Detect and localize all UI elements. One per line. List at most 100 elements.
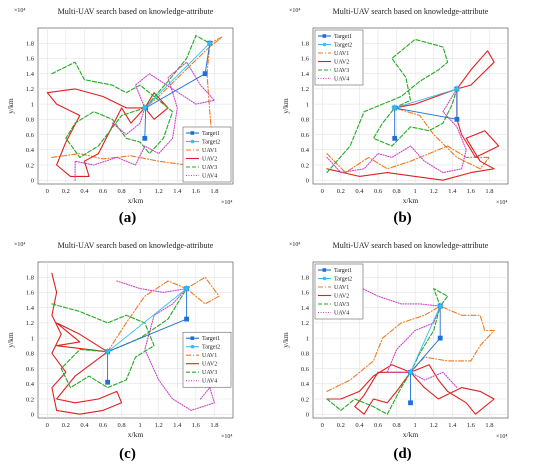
y-axis-label: y/km bbox=[281, 98, 290, 114]
legend-box bbox=[314, 263, 364, 320]
x-tick-label: 0.2 bbox=[337, 188, 345, 195]
x-tick-label: 1.6 bbox=[467, 422, 476, 429]
x-tick-label: 0.2 bbox=[62, 422, 70, 429]
x-tick-label: 0.4 bbox=[355, 188, 364, 195]
x-tick-label: 0.6 bbox=[99, 188, 108, 195]
data-point-target2 bbox=[182, 284, 191, 292]
legend-label: Target2 bbox=[334, 277, 352, 283]
panel-caption: (d) bbox=[393, 446, 411, 462]
x-tick-label: 0.8 bbox=[393, 422, 401, 429]
panel-caption: (b) bbox=[393, 210, 411, 226]
x-tick-label: 0.6 bbox=[374, 188, 383, 195]
legend-label: UAV3 bbox=[202, 165, 217, 171]
x-tick-label: 1.8 bbox=[485, 188, 493, 195]
x-tick-label: 0.8 bbox=[118, 188, 126, 195]
legend-label: Target1 bbox=[334, 34, 352, 40]
y-tick-label: 1.4 bbox=[26, 305, 35, 312]
x-axis-label: x/km bbox=[128, 196, 144, 205]
y-tick-label: 0.2 bbox=[26, 396, 34, 403]
data-point-target2 bbox=[453, 84, 461, 93]
legend-label: UAV4 bbox=[334, 77, 349, 83]
y-tick-label: 0.8 bbox=[26, 351, 34, 358]
legend-marker bbox=[190, 344, 195, 349]
y-axis-label: y/km bbox=[6, 98, 15, 114]
y-tick-label: 1.8 bbox=[301, 41, 309, 48]
x-tick-label: 0 bbox=[46, 188, 49, 195]
legend-box bbox=[182, 126, 232, 183]
data-point-target2 bbox=[436, 302, 444, 310]
y-tick-label: 0.4 bbox=[301, 381, 310, 388]
y-tick-label: 1.2 bbox=[26, 320, 34, 327]
y-tick-label: 1.2 bbox=[301, 320, 309, 327]
y-tick-label: 0 bbox=[306, 411, 309, 418]
legend-label: Target1 bbox=[202, 131, 220, 137]
data-point-target2 bbox=[390, 103, 399, 112]
chart-panel: Multi-UAV search based on knowledge-attr… bbox=[6, 7, 234, 226]
x-tick-label: 1.8 bbox=[485, 422, 493, 429]
data-point-target2 bbox=[103, 347, 112, 355]
y-tick-label: 1.8 bbox=[301, 275, 309, 282]
chart-panel: Multi-UAV search based on knowledge-attr… bbox=[6, 241, 234, 462]
x-tick-label: 0.6 bbox=[374, 422, 383, 429]
y-tick-label: 1.2 bbox=[26, 86, 34, 93]
x-tick-label: 0.8 bbox=[118, 422, 126, 429]
y-tick-label: 0.8 bbox=[301, 351, 309, 358]
x-tick-label: 1.6 bbox=[467, 188, 476, 195]
series-layer bbox=[51, 272, 220, 415]
x-tick-label: 1.2 bbox=[430, 188, 438, 195]
legend-marker bbox=[322, 42, 327, 47]
legend-label: UAV3 bbox=[334, 68, 349, 74]
y-tick-label: 1.4 bbox=[301, 71, 310, 78]
x-tick-label: 1 bbox=[139, 188, 142, 195]
series-line-target1 bbox=[410, 305, 441, 404]
series-line-uav4 bbox=[74, 61, 215, 181]
data-point-target1 bbox=[184, 316, 189, 322]
x-tick-label: 1.8 bbox=[210, 422, 218, 429]
y-tick-label: 1.2 bbox=[301, 86, 309, 93]
y-exponent-label: ×10⁴ bbox=[14, 242, 25, 248]
x-exponent-label: ×10⁴ bbox=[496, 434, 507, 440]
x-tick-label: 0 bbox=[321, 188, 324, 195]
legend-box bbox=[182, 331, 232, 388]
data-point-target1 bbox=[392, 135, 398, 141]
chart-title: Multi-UAV search based on knowledge-attr… bbox=[333, 241, 489, 250]
series-line-target2 bbox=[107, 288, 188, 353]
x-axis-label: x/km bbox=[403, 196, 419, 205]
x-tick-label: 1.6 bbox=[192, 422, 201, 429]
legend-label: UAV2 bbox=[202, 157, 217, 163]
y-tick-label: 0 bbox=[31, 177, 34, 184]
legend-label: UAV2 bbox=[334, 60, 349, 66]
y-tick-label: 1 bbox=[31, 335, 34, 342]
series-line-uav4 bbox=[116, 280, 215, 411]
series-line-uav3 bbox=[326, 38, 458, 174]
x-tick-label: 1.4 bbox=[173, 422, 182, 429]
x-axis-label: x/km bbox=[128, 430, 144, 439]
y-exponent-label: ×10⁴ bbox=[289, 242, 300, 248]
series-line-uav2 bbox=[46, 88, 169, 177]
data-point-target1 bbox=[454, 116, 460, 122]
series-line-target2 bbox=[410, 305, 441, 373]
x-tick-label: 0.6 bbox=[99, 422, 108, 429]
legend-label: Target1 bbox=[202, 336, 220, 342]
x-tick-label: 1 bbox=[414, 422, 417, 429]
x-tick-label: 0.2 bbox=[337, 422, 345, 429]
legend-label: UAV3 bbox=[202, 370, 217, 376]
legend-label: Target2 bbox=[202, 345, 220, 351]
y-axis-label: y/km bbox=[6, 332, 15, 348]
legend-marker bbox=[322, 268, 327, 272]
x-exponent-label: ×10⁴ bbox=[221, 200, 232, 206]
legend-label: Target2 bbox=[202, 140, 220, 146]
chart-title: Multi-UAV search based on knowledge-attr… bbox=[58, 7, 214, 16]
legend-marker bbox=[190, 336, 195, 340]
x-tick-label: 1.4 bbox=[448, 188, 457, 195]
data-point-target1 bbox=[105, 379, 111, 385]
y-tick-label: 0.6 bbox=[301, 366, 310, 373]
x-tick-label: 1 bbox=[414, 188, 417, 195]
chart-panel: Multi-UAV search based on knowledge-attr… bbox=[281, 7, 509, 226]
x-tick-label: 1.4 bbox=[448, 422, 457, 429]
series-line-uav2 bbox=[51, 272, 123, 415]
y-tick-label: 0.2 bbox=[301, 162, 309, 169]
legend-marker bbox=[190, 131, 195, 135]
series-line-uav1 bbox=[326, 305, 495, 392]
y-tick-label: 1.6 bbox=[26, 290, 35, 297]
